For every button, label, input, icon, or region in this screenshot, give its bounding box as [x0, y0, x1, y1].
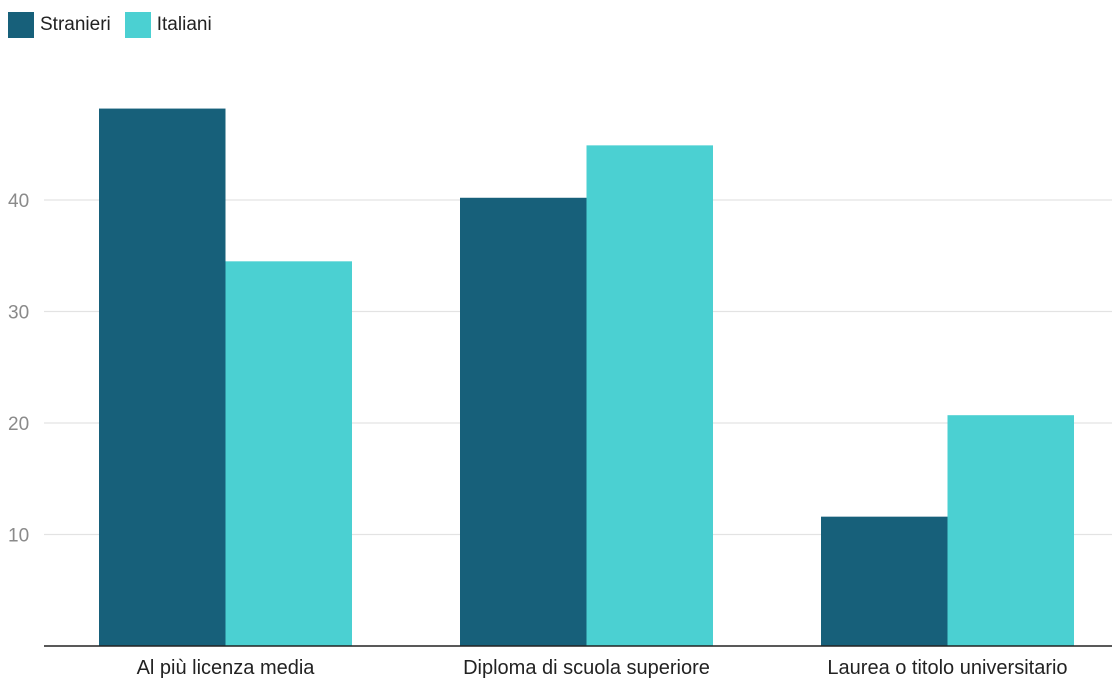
- legend-swatch-italiani: [124, 12, 151, 38]
- bar-italiani-1[interactable]: [586, 145, 714, 647]
- x-category-label-0: Al più licenza media: [137, 657, 316, 678]
- y-axis-ticks: 10 20 30 40: [8, 191, 29, 547]
- x-category-label-2: Laurea o titolo universitario: [827, 657, 1067, 678]
- legend-label-stranieri: Stranieri: [40, 14, 111, 35]
- bar-stranieri-2[interactable]: [821, 516, 948, 646]
- bar-italiani-2[interactable]: [947, 415, 1075, 646]
- legend-item-stranieri[interactable]: Stranieri: [8, 12, 111, 38]
- y-tick-label-30: 30: [8, 303, 29, 324]
- legend-label-italiani: Italiani: [156, 14, 212, 35]
- bars: [99, 108, 1075, 647]
- x-category-label-1: Diploma di scuola superiore: [463, 657, 710, 678]
- bar-stranieri-1[interactable]: [460, 197, 587, 646]
- legend: Stranieri Italiani: [8, 12, 226, 38]
- x-axis-categories: Al più licenza media Diploma di scuola su…: [137, 657, 1068, 678]
- y-tick-label-10: 10: [8, 526, 29, 547]
- legend-swatch-stranieri: [8, 12, 34, 38]
- legend-item-italiani[interactable]: Italiani: [124, 12, 212, 38]
- y-tick-label-20: 20: [8, 414, 29, 435]
- y-tick-label-40: 40: [8, 191, 29, 212]
- bar-italiani-0[interactable]: [225, 261, 353, 646]
- bar-stranieri-0[interactable]: [99, 108, 226, 646]
